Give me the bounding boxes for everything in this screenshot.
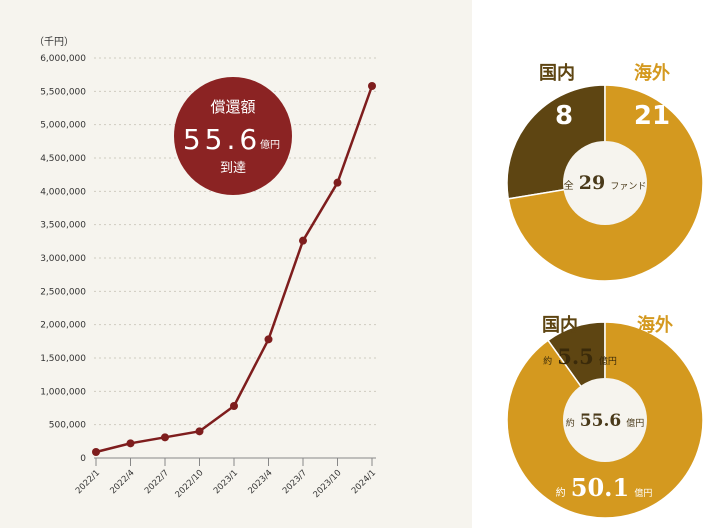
y-tick-label: 4,000,000	[40, 187, 86, 197]
data-point	[299, 236, 307, 245]
fund-count-center-suffix: ファンド	[610, 182, 646, 192]
data-point	[230, 402, 238, 410]
y-tick-label: 0	[80, 454, 86, 464]
badge-caption: 到達	[220, 161, 246, 176]
y-tick-label: 5,000,000	[40, 121, 86, 131]
amount-center-value: 55.6	[580, 411, 621, 431]
redemption-badge: 償還額 55.6 億円 到達	[174, 77, 292, 195]
y-tick-label: 3,000,000	[40, 254, 86, 264]
badge-circle	[174, 77, 292, 195]
badge-unit: 億円	[260, 138, 280, 151]
y-axis-unit-label: （千円）	[34, 36, 74, 48]
line-chart-panel: （千円） 0 500,000 1,000,000 1,500,000 2,000,000…	[0, 0, 472, 528]
data-point	[161, 433, 169, 442]
badge-value: 55.6	[183, 123, 261, 156]
amount-center-unit: 億円	[626, 417, 644, 429]
y-tick-label: 1,500,000	[40, 354, 86, 364]
amount-domestic-unit: 億円	[599, 355, 617, 367]
amount-overseas-text: 約 50.1 億円	[556, 473, 653, 502]
y-tick-label: 2,500,000	[40, 287, 86, 297]
amount-overseas-label: 海外	[637, 314, 673, 336]
fund-count-domestic-value: 8	[555, 101, 573, 131]
amount-domestic-text: 約 5.5 億円	[543, 344, 617, 369]
line-chart: （千円） 0 500,000 1,000,000 1,500,000 2,000,000…	[34, 36, 378, 500]
y-tick-label: 5,500,000	[40, 87, 86, 97]
amount-domestic-label: 国内	[542, 314, 578, 336]
amount-donut: 国内 海外 約 5.5 億円 約 55.6 億円 約 50.1 億円	[506, 314, 704, 519]
y-tick-label: 1,000,000	[40, 387, 86, 397]
y-tick-label: 2,000,000	[40, 321, 86, 331]
y-tick-label: 6,000,000	[40, 54, 86, 64]
fund-count-domestic-label: 国内	[539, 62, 575, 84]
amount-center	[563, 378, 647, 462]
fund-count-center-value: 29	[579, 172, 605, 194]
amount-domestic-value: 5.5	[557, 344, 594, 369]
amount-overseas-value: 50.1	[571, 473, 629, 502]
data-point	[368, 82, 376, 90]
amount-overseas-unit: 億円	[634, 487, 652, 499]
fund-count-center	[563, 141, 647, 225]
y-tick-label: 4,500,000	[40, 154, 86, 164]
badge-title: 償還額	[210, 98, 255, 116]
data-point	[92, 448, 100, 456]
fund-count-center-prefix: 全	[564, 179, 574, 192]
amount-center-prefix: 約	[566, 417, 575, 429]
data-point	[264, 335, 273, 344]
fund-count-overseas-label: 海外	[634, 62, 670, 84]
data-point	[195, 427, 204, 436]
fund-count-center-text: 全 29 ファンド	[564, 172, 647, 194]
fund-count-overseas-value: 21	[634, 101, 670, 131]
amount-domestic-prefix: 約	[543, 355, 552, 367]
y-tick-label: 3,500,000	[40, 221, 86, 231]
amount-center-text: 約 55.6 億円	[566, 411, 645, 431]
amount-overseas-prefix: 約	[556, 486, 566, 499]
fund-count-donut: 国内 海外 8 21 全 29 ファンド	[506, 62, 704, 282]
data-point	[126, 439, 135, 448]
y-tick-label: 500,000	[49, 421, 86, 431]
data-point	[333, 178, 342, 187]
